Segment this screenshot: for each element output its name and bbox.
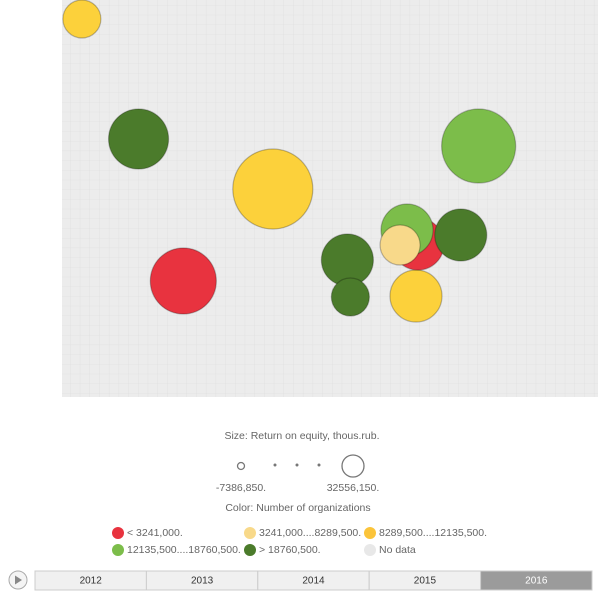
color-legend-label: 8289,500....12135,500. <box>379 527 487 539</box>
size-legend-dot <box>295 463 299 467</box>
size-legend-label: 32556,150. <box>327 482 380 494</box>
timeline-year-label[interactable]: 2015 <box>414 576 437 587</box>
bubble[interactable] <box>107 108 170 170</box>
bubble[interactable] <box>62 0 102 39</box>
color-legend-title: Color: Number of organizations <box>225 502 370 514</box>
color-legend-swatch <box>244 527 256 539</box>
color-legend-label: No data <box>379 544 416 556</box>
size-legend-title: Size: Return on equity, thous.rub. <box>224 430 379 442</box>
play-button[interactable] <box>8 570 28 590</box>
timeline-year[interactable] <box>480 570 593 591</box>
color-legend-swatch <box>244 544 256 556</box>
color-legend-label: 3241,000....8289,500. <box>259 527 361 539</box>
timeline-year-label[interactable]: 2012 <box>80 576 103 587</box>
bubble[interactable] <box>441 108 517 184</box>
color-legend-swatch <box>112 544 124 556</box>
size-legend-dot <box>273 463 277 467</box>
color-legend-label: < 3241,000. <box>127 527 183 539</box>
bubble[interactable] <box>389 269 443 323</box>
size-legend-circle <box>341 454 365 478</box>
timeline-year-label[interactable]: 2016 <box>525 576 548 587</box>
bubble[interactable] <box>379 224 421 266</box>
size-legend-circle <box>236 461 246 471</box>
timeline-year-label[interactable]: 2014 <box>302 576 325 587</box>
minor-grid <box>62 0 598 397</box>
bubble[interactable] <box>330 277 370 317</box>
color-legend-label: > 18760,500. <box>259 544 321 556</box>
bubble[interactable] <box>149 247 217 315</box>
size-legend-dot <box>317 463 321 467</box>
bubble[interactable] <box>232 148 314 230</box>
color-legend-label: 12135,500....18760,500. <box>127 544 241 556</box>
bubble[interactable] <box>434 208 488 262</box>
color-legend-swatch <box>364 544 376 556</box>
color-legend-swatch <box>364 527 376 539</box>
size-legend-label: -7386,850. <box>216 482 266 494</box>
timeline-year-label[interactable]: 2013 <box>191 576 214 587</box>
color-legend-swatch <box>112 527 124 539</box>
